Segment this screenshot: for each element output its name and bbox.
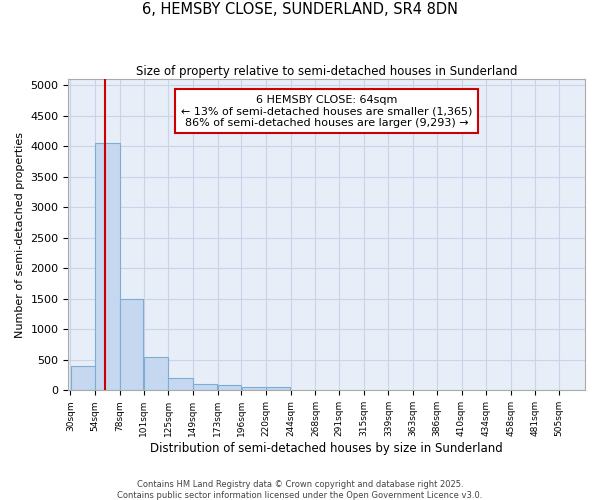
Bar <box>120 299 143 390</box>
Text: Contains HM Land Registry data © Crown copyright and database right 2025.
Contai: Contains HM Land Registry data © Crown c… <box>118 480 482 500</box>
Bar <box>71 366 95 390</box>
Y-axis label: Number of semi-detached properties: Number of semi-detached properties <box>15 132 25 338</box>
Bar <box>144 357 168 390</box>
Bar <box>95 143 119 390</box>
Bar <box>242 386 266 390</box>
Text: 6, HEMSBY CLOSE, SUNDERLAND, SR4 8DN: 6, HEMSBY CLOSE, SUNDERLAND, SR4 8DN <box>142 2 458 18</box>
X-axis label: Distribution of semi-detached houses by size in Sunderland: Distribution of semi-detached houses by … <box>151 442 503 455</box>
Title: Size of property relative to semi-detached houses in Sunderland: Size of property relative to semi-detach… <box>136 65 517 78</box>
Bar <box>266 388 290 390</box>
Bar <box>193 384 217 390</box>
Bar <box>169 378 193 390</box>
Text: 6 HEMSBY CLOSE: 64sqm
← 13% of semi-detached houses are smaller (1,365)
86% of s: 6 HEMSBY CLOSE: 64sqm ← 13% of semi-deta… <box>181 94 472 128</box>
Bar <box>218 386 241 390</box>
